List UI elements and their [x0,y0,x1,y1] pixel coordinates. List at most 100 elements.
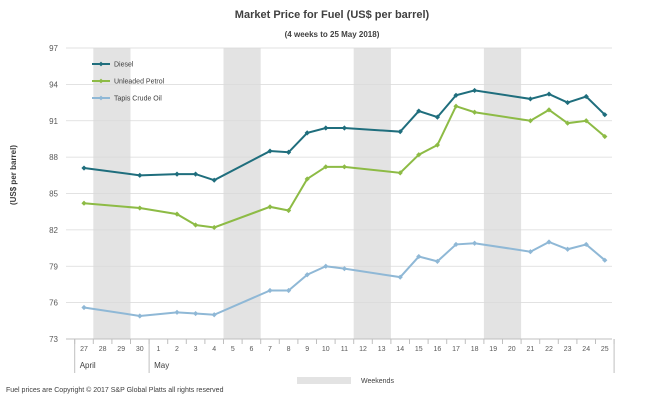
x-tick-label: 9 [305,346,309,353]
legend-item-diesel: Diesel [92,62,134,69]
chart-title: Market Price for Fuel (US$ per barrel) [235,9,430,21]
y-tick-88: 88 [49,153,58,162]
x-tick-label: 16 [434,346,442,353]
x-tick-label: 8 [287,346,291,353]
diesel-point [323,125,329,131]
diesel-point [174,171,180,177]
diesel-point [81,165,87,171]
tapis-crude-oil-point [286,287,292,294]
x-tick-label: 14 [396,346,404,353]
tapis-crude-oil-point [211,312,217,318]
x-tick-label: 13 [378,346,386,353]
legend-marker-tapis-crude-oil [98,95,104,101]
x-tick-label: 6 [249,346,253,353]
series-diesel [81,87,608,183]
tapis-crude-oil-point [174,309,180,315]
unleaded-petrol-point [583,118,589,124]
x-tick-label: 10 [322,346,330,353]
unleaded-petrol-point [81,200,87,206]
y-tick-85: 85 [49,190,58,199]
unleaded-petrol-point [434,142,440,148]
chart-subtitle: (4 weeks to 25 May 2018) [285,30,380,39]
tapis-crude-oil-point [602,257,608,263]
unleaded-petrol-point [341,164,347,170]
x-tick-label: 21 [527,346,535,353]
legend-item-tapis-crude-oil: Tapis Crude Oil [92,96,162,103]
y-tick-94: 94 [49,80,58,89]
tapis-crude-oil-point [267,287,273,294]
x-tick-label: 4 [212,346,216,353]
unleaded-petrol-point [286,207,292,214]
diesel-point [434,114,440,120]
unleaded-petrol-point [416,152,422,158]
unleaded-petrol-point [602,133,608,140]
tapis-crude-oil-point [323,263,329,269]
x-tick-label: 28 [99,346,107,353]
y-tick-91: 91 [49,117,58,126]
tapis-crude-oil-point [193,310,199,317]
x-tick-label: 20 [508,346,516,353]
x-tick-label: 11 [341,346,348,353]
legend-label-diesel: Diesel [114,62,134,69]
x-tick-label: 30 [136,346,144,353]
diesel-point [211,177,217,183]
diesel-point [453,92,459,98]
y-tick-79: 79 [49,262,58,271]
tapis-crude-oil-point [416,253,422,260]
tapis-crude-oil-point [397,274,403,280]
unleaded-petrol-point [137,205,143,211]
series-tapis-crude-oil [81,239,608,319]
diesel-point [527,96,533,102]
x-tick-label: 23 [564,346,572,353]
unleaded-petrol-point [304,176,310,182]
legend-label-unleaded-petrol: Unleaded Petrol [114,79,165,86]
unleaded-petrol-line [83,104,606,229]
copyright-footer: Fuel prices are Copyright © 2017 S&P Glo… [6,386,224,394]
gridlines [66,47,612,340]
tapis-crude-oil-point [546,239,552,245]
unleaded-petrol-point [527,118,533,124]
x-tick-label: 3 [194,346,198,353]
legend-label-tapis-crude-oil: Tapis Crude Oil [114,96,162,103]
weekends-legend-label: Weekends [361,378,394,385]
x-tick-label: 27 [80,346,88,353]
x-tick-label: 25 [601,346,609,353]
x-tick-label: 17 [452,346,460,353]
diesel-point [286,149,292,155]
diesel-point [583,93,589,100]
tapis-crude-oil-line [83,240,606,317]
x-tick-label: 22 [545,346,553,353]
month-label-april: April [80,361,96,370]
x-axis: 27 28 29 30 1 2 3 4 5 6 7 8 9 10 11 12 13 14 15 16 17 18 19 20 2… [66,338,615,373]
x-tick-label: 24 [582,346,590,353]
unleaded-petrol-point [193,222,199,228]
weekends-legend-swatch [297,377,351,384]
y-tick-73: 73 [49,335,58,344]
diesel-line [83,89,606,182]
legend-item-unleaded-petrol: Unleaded Petrol [92,79,165,86]
x-tick-label: 7 [268,346,272,353]
diesel-point [341,125,347,131]
y-axis-label: (US$ per barrel) [9,145,18,205]
x-tick-label: 19 [489,346,497,353]
tapis-crude-oil-point [565,246,571,252]
month-label-may: May [154,361,169,370]
diesel-point [546,91,552,97]
y-tick-76: 76 [49,299,58,308]
x-tick-label: 15 [415,346,423,353]
unleaded-petrol-point [397,170,403,176]
x-tick-label: 5 [231,346,235,353]
legend: Diesel Unleaded Petrol Tapis Crude Oil [92,62,165,103]
tapis-crude-oil-point [453,241,459,248]
tapis-crude-oil-point [527,249,533,255]
diesel-point [267,148,273,154]
x-tick-label: 12 [359,346,367,353]
tapis-crude-oil-point [583,241,589,248]
y-tick-82: 82 [49,226,58,235]
tapis-crude-oil-point [472,240,478,246]
y-axis-ticks: 73 76 79 82 85 88 91 94 97 [49,44,58,344]
diesel-point [397,129,403,135]
tapis-crude-oil-point [434,258,440,264]
unleaded-petrol-point [472,109,478,115]
unleaded-petrol-point [211,224,217,231]
